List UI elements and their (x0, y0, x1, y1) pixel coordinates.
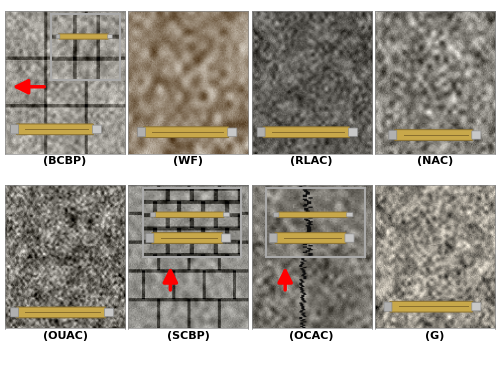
FancyBboxPatch shape (16, 307, 106, 318)
FancyBboxPatch shape (138, 127, 145, 137)
FancyBboxPatch shape (228, 128, 237, 136)
FancyBboxPatch shape (144, 127, 228, 138)
FancyBboxPatch shape (257, 127, 265, 137)
FancyBboxPatch shape (394, 130, 473, 141)
X-axis label: (OCAC): (OCAC) (290, 331, 334, 341)
FancyBboxPatch shape (104, 308, 114, 316)
FancyBboxPatch shape (345, 234, 354, 242)
FancyBboxPatch shape (404, 135, 468, 136)
FancyBboxPatch shape (26, 312, 101, 313)
FancyBboxPatch shape (16, 124, 94, 135)
FancyBboxPatch shape (389, 130, 397, 140)
X-axis label: (OUAC): (OUAC) (42, 331, 88, 341)
X-axis label: (WF): (WF) (174, 156, 204, 166)
FancyBboxPatch shape (152, 132, 224, 133)
FancyBboxPatch shape (26, 129, 89, 130)
FancyBboxPatch shape (348, 128, 358, 136)
X-axis label: (SCBP): (SCBP) (167, 331, 210, 341)
FancyBboxPatch shape (10, 125, 18, 134)
FancyBboxPatch shape (390, 301, 473, 312)
X-axis label: (BCBP): (BCBP) (44, 156, 86, 166)
FancyBboxPatch shape (160, 238, 218, 239)
FancyBboxPatch shape (263, 127, 350, 138)
FancyBboxPatch shape (269, 233, 277, 243)
FancyBboxPatch shape (92, 125, 102, 134)
X-axis label: (RLAC): (RLAC) (290, 156, 333, 166)
FancyBboxPatch shape (152, 233, 222, 243)
FancyBboxPatch shape (272, 132, 345, 133)
FancyBboxPatch shape (275, 233, 346, 243)
FancyBboxPatch shape (222, 234, 231, 242)
X-axis label: (G): (G) (425, 331, 444, 341)
FancyBboxPatch shape (10, 308, 18, 317)
FancyBboxPatch shape (284, 238, 342, 239)
FancyBboxPatch shape (472, 303, 481, 311)
X-axis label: (NAC): (NAC) (417, 156, 453, 166)
FancyBboxPatch shape (384, 302, 392, 311)
FancyBboxPatch shape (146, 233, 154, 243)
FancyBboxPatch shape (399, 306, 468, 307)
FancyBboxPatch shape (472, 131, 481, 139)
